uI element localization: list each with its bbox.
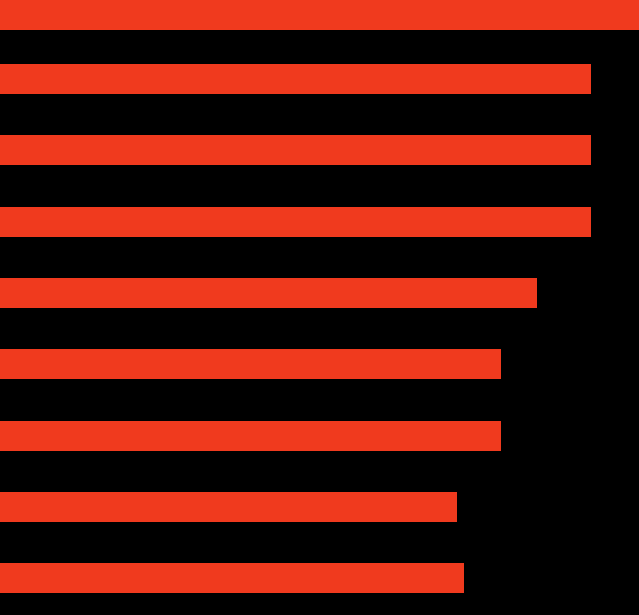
bar-8 [0, 563, 464, 593]
bar-7 [0, 492, 457, 522]
bar-3 [0, 207, 591, 237]
bar-5 [0, 349, 501, 379]
bar-1 [0, 64, 591, 94]
bar-2 [0, 135, 591, 165]
bar-0 [0, 0, 639, 30]
bar-6 [0, 421, 501, 451]
bar-chart [0, 0, 639, 615]
bar-4 [0, 278, 537, 308]
